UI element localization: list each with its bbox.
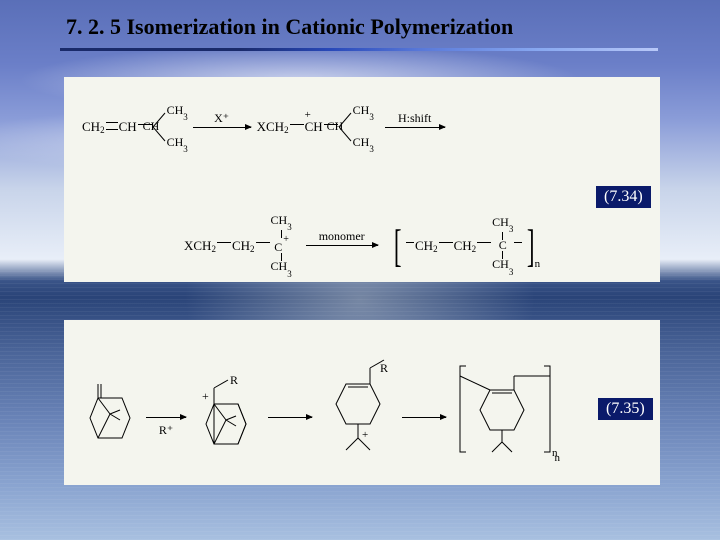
svg-text:+: +: [202, 389, 209, 403]
arrow-propagation: monomer: [306, 245, 378, 246]
svg-text:R: R: [230, 373, 238, 387]
scheme-panel-735: R⁺ R +: [64, 320, 660, 485]
title-underline: [60, 48, 658, 51]
arrow-polymerize-735: [402, 417, 446, 418]
pinanyl-cation: R +: [192, 374, 262, 460]
arrow-label-rplus: R⁺: [159, 423, 173, 438]
svg-text:R: R: [380, 361, 388, 375]
beta-pinene: [78, 380, 140, 454]
polymer-repeat-735: n n: [452, 356, 562, 466]
arrow-init-735: R⁺: [146, 417, 186, 418]
eq734-row1: CH2 CH CH3 CH3 CH X⁺ XCH2 CH CH3 CH3: [82, 107, 451, 147]
scheme-panel-734: CH2 CH CH3 CH3 CH X⁺ XCH2 CH CH3 CH3: [64, 77, 660, 282]
svg-text:+: +: [362, 429, 368, 441]
arrow-label-xplus: X⁺: [214, 111, 229, 126]
arrow-initiation: X⁺: [193, 127, 251, 128]
arrow-ring-open: [268, 417, 312, 418]
arrow-label-monomer: monomer: [319, 229, 365, 244]
polymer-repeat-unit: [ CH2 CH2 CH3 C CH3 ] n: [390, 217, 544, 275]
arrow-hshift: H:shift: [385, 127, 445, 128]
equation-number-734: (7.34): [596, 186, 651, 208]
eq735-row: R⁺ R +: [78, 362, 562, 472]
cyclohexenyl-cation: R +: [318, 356, 396, 466]
section-title: 7. 2. 5 Isomerization in Cationic Polyme…: [66, 14, 513, 40]
eq734-row2: XCH2 CH2 CH3 C+ CH3 monomer [ CH2 CH2: [184, 215, 544, 277]
arrow-label-hshift: H:shift: [398, 111, 431, 126]
secondary-cation: XCH2 CH CH3 CH3 CH +: [257, 107, 379, 147]
tertiary-cation: XCH2 CH2 CH3 C+ CH3: [184, 215, 292, 277]
equation-number-735: (7.35): [598, 398, 653, 420]
reactant-alkene: CH2 CH CH3 CH3 CH: [82, 107, 187, 147]
